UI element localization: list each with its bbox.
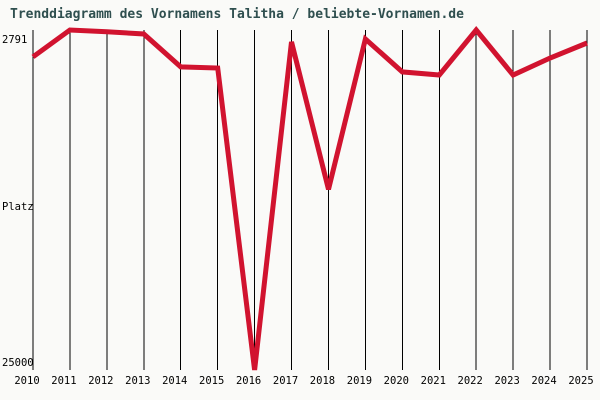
x-tick-label-2015: 2015	[199, 375, 225, 387]
x-tick-label-2019: 2019	[346, 375, 373, 387]
x-tick-label-2018: 2018	[309, 375, 336, 387]
x-tick-label-2013: 2013	[125, 375, 151, 387]
x-tick-label-2023: 2023	[494, 375, 520, 387]
x-tick-label-2017: 2017	[272, 375, 299, 387]
x-tick-label-2020: 2020	[383, 375, 409, 387]
x-tick-label-2010: 2010	[14, 375, 40, 387]
y-axis-worst-rank-label: 25000	[2, 357, 34, 369]
x-tick-label-2011: 2011	[51, 375, 77, 387]
x-tick-label-2022: 2022	[457, 375, 483, 387]
y-axis-title: Platz	[2, 201, 34, 213]
x-tick-label-2012: 2012	[88, 375, 114, 387]
x-tick-label-2025: 2025	[568, 375, 594, 387]
x-tick-label-2024: 2024	[531, 375, 557, 387]
trend-line-talitha	[31, 26, 588, 371]
x-tick-label-2016: 2016	[235, 375, 262, 387]
y-axis-best-rank-label: 2791	[2, 34, 28, 46]
x-tick-label-2014: 2014	[162, 375, 188, 387]
page-title: Trenddiagramm des Vornamens Talitha / be…	[10, 7, 464, 22]
x-tick-label-2021: 2021	[420, 375, 446, 387]
